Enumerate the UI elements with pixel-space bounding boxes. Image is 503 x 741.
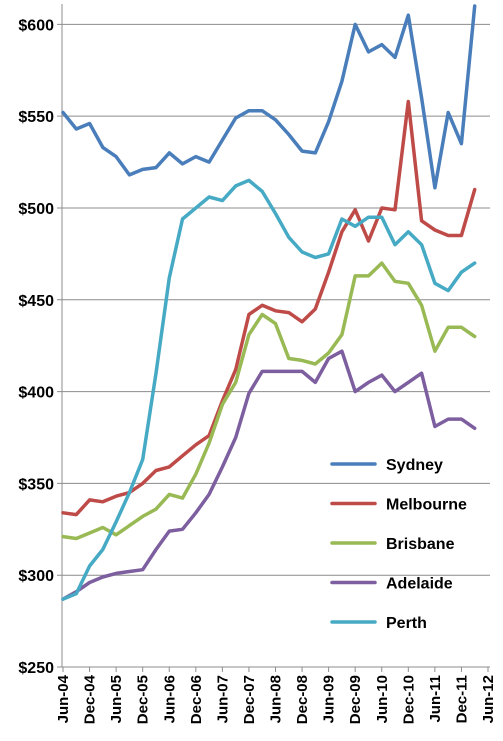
legend-label: Perth [386,615,427,632]
series-line-adelaide [61,349,477,601]
legend-label: Adelaide [386,576,453,593]
x-tick-label: Dec-08 [294,675,311,724]
axes [61,4,490,668]
x-tick-label: Jun-04 [55,674,72,723]
x-tick-label: Dec-05 [135,675,152,724]
legend-label: Sydney [386,457,443,474]
series-line-melbourne [61,99,477,517]
x-tick-label: Jun-07 [214,675,231,723]
x-tick-label: Jun-10 [374,675,391,723]
y-tick-label: $250 [18,660,54,677]
x-tick-label: Dec-06 [188,675,205,724]
legend: Sydney Melbourne Brisbane Adelaide Perth [330,457,467,632]
series-line-brisbane [61,261,477,541]
series-line-perth [61,178,477,601]
series-line-sydney [61,4,477,190]
y-tick-label: $450 [18,293,54,310]
y-tick-label: $600 [18,17,54,34]
y-axis-ticks: $250 $300 $350 $400 $450 $500 $550 $600 [18,17,54,677]
x-tick-label: Jun-05 [108,675,125,723]
y-tick-label: $300 [18,568,54,585]
x-tick-label: Jun-12 [480,675,497,723]
y-tick-label: $350 [18,476,54,493]
x-tick-label: Dec-10 [400,675,417,724]
x-tick-label: Jun-06 [161,675,178,723]
legend-label: Melbourne [386,497,467,514]
x-tick-label: Dec-07 [241,675,258,724]
x-axis-ticks: Jun-04 Dec-04 Jun-05 Dec-05 Jun-06 Dec-06 Jun-… [55,667,497,724]
y-tick-label: $400 [18,385,54,402]
y-tick-label: $500 [18,201,54,218]
y-tick-label: $550 [18,109,54,126]
x-tick-label: Jun-11 [427,675,444,723]
x-tick-label: Jun-08 [268,675,285,723]
x-tick-label: Dec-04 [82,674,99,724]
x-tick-label: Jun-09 [321,675,338,723]
legend-label: Brisbane [386,536,455,553]
x-tick-label: Dec-11 [453,675,470,723]
x-tick-label: Dec-09 [347,675,364,724]
series-lines [61,4,477,601]
